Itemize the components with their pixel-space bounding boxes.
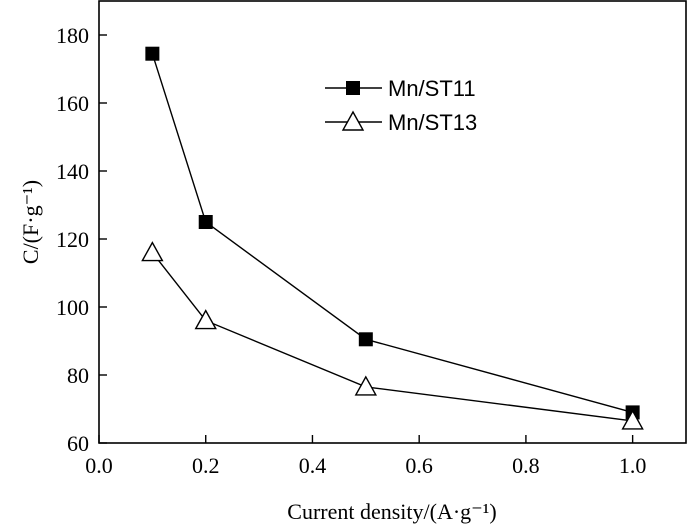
y-tick-label: 80 — [67, 363, 89, 388]
data-point — [194, 309, 217, 330]
legend-label: Mn/ST13 — [388, 110, 477, 135]
series-lines — [151, 53, 633, 422]
legend-marker — [346, 81, 360, 95]
data-point — [358, 332, 373, 347]
y-tick-label: 60 — [67, 431, 89, 456]
y-tick-label: 160 — [56, 91, 89, 116]
data-point — [141, 241, 164, 262]
legend: Mn/ST11 Mn/ST13 — [325, 76, 477, 135]
data-point — [198, 215, 213, 229]
series-line-2 — [151, 252, 633, 422]
x-tick-label: 0.4 — [299, 453, 327, 478]
y-tick-label: 180 — [56, 23, 89, 48]
legend-label: Mn/ST11 — [388, 76, 476, 101]
series-line-1 — [151, 53, 633, 414]
legend-marker — [341, 110, 365, 131]
data-point — [145, 46, 160, 61]
axis-ticks: 0.0 0.2 0.4 0.6 0.8 1.0 60 80 100 120 140 160 180 — [56, 23, 646, 478]
plot-frame — [98, 0, 687, 444]
x-tick-label: 0.2 — [192, 453, 220, 478]
x-tick-label: 1.0 — [619, 453, 647, 478]
x-tick-label: 0.0 — [85, 453, 113, 478]
y-tick-label: 120 — [56, 227, 89, 252]
y-tick-label: 100 — [56, 295, 89, 320]
y-tick-label: 140 — [56, 159, 89, 184]
x-tick-label: 0.8 — [512, 453, 540, 478]
data-point — [621, 409, 644, 430]
y-axis-title: C/(F·g⁻¹) — [18, 180, 43, 264]
data-point — [354, 375, 378, 396]
x-tick-label: 0.6 — [405, 453, 433, 478]
x-axis-title: Current density/(A·g⁻¹) — [287, 499, 496, 524]
series-markers — [141, 46, 644, 430]
